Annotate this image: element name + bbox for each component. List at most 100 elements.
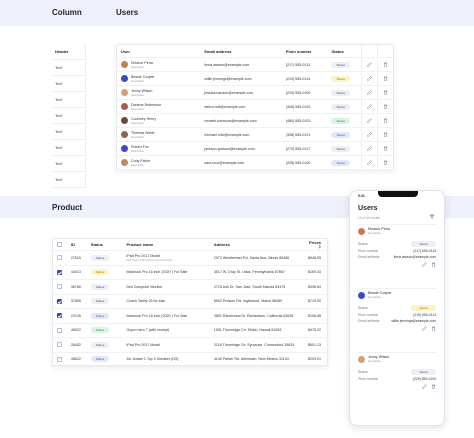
- user-description: Description: [131, 135, 144, 139]
- product-section-title: Product: [52, 203, 83, 212]
- column-header: Header: [52, 44, 85, 60]
- edit-icon[interactable]: [367, 62, 373, 67]
- delete-button[interactable]: [377, 100, 393, 113]
- row-checkbox[interactable]: [57, 356, 62, 362]
- user-name-block: Jenny Wilson Description: [368, 355, 389, 363]
- product-column-label: Prices: [308, 239, 321, 245]
- user-cell: Jenny Wilson Description: [117, 89, 200, 97]
- row-checkbox[interactable]: [57, 327, 62, 333]
- product-name-cell: Macbook Pro 16 inch (2020 ) For Sale: [123, 314, 210, 318]
- address-cell: 1901 Thornridge Cir. Shiloh, Hawaii 8106…: [213, 328, 282, 333]
- delete-icon[interactable]: [383, 146, 388, 151]
- delete-icon[interactable]: [383, 62, 388, 67]
- edit-button[interactable]: [361, 128, 377, 141]
- status-badge: Status: [331, 75, 350, 82]
- mobile-phone-line: Phon number (219) 555-0114: [358, 313, 436, 317]
- email-label: Email address: [358, 255, 380, 259]
- delete-button[interactable]: [377, 114, 393, 127]
- row-checkbox[interactable]: [57, 284, 62, 290]
- mobile-actions: [422, 326, 436, 331]
- column-cell: Text: [52, 140, 85, 156]
- product-name-cell: Dell Computer Monitor: [123, 285, 210, 289]
- price-cell: $601.13: [308, 342, 322, 347]
- edit-icon[interactable]: [422, 262, 427, 267]
- product-name: iPad Pro 2017 Model: [126, 253, 161, 258]
- product-name: Macbook Pro 16 inch (2020 ) For Sale: [126, 270, 188, 275]
- delete-icon[interactable]: [383, 90, 388, 95]
- status-badge: Status: [90, 254, 110, 261]
- edit-icon[interactable]: [367, 132, 373, 137]
- address-cell: 2972 Westheimer Rd. Santa Ana, Illinois …: [213, 255, 290, 260]
- delete-icon[interactable]: [431, 384, 436, 389]
- delete-button[interactable]: [377, 86, 393, 99]
- edit-icon[interactable]: [367, 118, 373, 123]
- avatar: [121, 145, 128, 152]
- row-checkbox[interactable]: [57, 313, 62, 319]
- edit-button[interactable]: [361, 86, 377, 99]
- row-select-cell: [53, 284, 67, 290]
- row-select-cell: [53, 327, 67, 333]
- price-cell: $719.00: [308, 299, 322, 304]
- edit-icon[interactable]: [422, 326, 427, 331]
- delete-button[interactable]: [377, 72, 393, 85]
- delete-button[interactable]: [431, 384, 436, 389]
- edit-button[interactable]: [361, 156, 377, 169]
- edit-button[interactable]: [361, 72, 377, 85]
- edit-button[interactable]: [361, 114, 377, 127]
- user-name-block: Jenny Wilson Description: [131, 89, 152, 97]
- mobile-users-screen: 9:41 Users 12 of 34 results Eleanor Pena…: [349, 190, 445, 426]
- column-cell: Text: [52, 172, 85, 188]
- edit-icon[interactable]: [367, 76, 373, 81]
- delete-icon[interactable]: [383, 104, 388, 109]
- edit-icon[interactable]: [367, 146, 373, 151]
- delete-button[interactable]: [377, 58, 393, 71]
- row-checkbox[interactable]: [57, 255, 62, 261]
- mobile-status-line: Status Status: [358, 369, 436, 375]
- delete-icon[interactable]: [383, 160, 388, 165]
- edit-button[interactable]: [361, 58, 377, 71]
- edit-button[interactable]: [422, 326, 427, 331]
- edit-button[interactable]: [361, 142, 377, 155]
- user-cell: Darlene Robertson Description: [117, 103, 200, 111]
- row-checkbox[interactable]: [57, 298, 62, 304]
- user-name-block: Robert Fox Description: [131, 145, 149, 153]
- id-cell: 26452: [70, 342, 81, 347]
- status-cell: Status: [87, 356, 123, 363]
- delete-icon[interactable]: [431, 262, 436, 267]
- user-name: Courtney Henry: [131, 116, 157, 121]
- user-name-block: Theresa Webb Description: [131, 131, 155, 139]
- status-badge: Status: [331, 159, 350, 166]
- delete-icon[interactable]: [383, 132, 388, 137]
- sort-arrows-icon[interactable]: [318, 245, 322, 249]
- user-name-block: Eleanor Pena Description: [368, 227, 390, 235]
- delete-button[interactable]: [377, 142, 393, 155]
- email-cell: jackson.graham@example.com: [204, 146, 255, 151]
- edit-icon[interactable]: [422, 384, 427, 389]
- row-checkbox[interactable]: [57, 269, 62, 275]
- edit-icon[interactable]: [367, 104, 373, 109]
- edit-button[interactable]: [422, 262, 427, 267]
- delete-button[interactable]: [431, 326, 436, 331]
- select-all-checkbox[interactable]: [57, 242, 62, 247]
- row-select-cell: [53, 255, 67, 261]
- edit-icon[interactable]: [367, 160, 373, 165]
- edit-icon[interactable]: [367, 90, 373, 95]
- phone-cell: (406) 555-0120: [285, 104, 311, 109]
- row-checkbox[interactable]: [57, 342, 62, 348]
- edit-button[interactable]: [361, 100, 377, 113]
- user-description: Description: [368, 360, 381, 363]
- table-row: Theresa Webb Description michael.mitc@exam…: [117, 128, 393, 142]
- delete-icon[interactable]: [383, 76, 388, 81]
- delete-icon[interactable]: [383, 118, 388, 123]
- delete-button[interactable]: [377, 156, 393, 169]
- phone-label: Phon number: [358, 313, 379, 317]
- edit-button[interactable]: [422, 384, 427, 389]
- filter-icon[interactable]: [429, 214, 435, 219]
- row-select-cell: [53, 313, 67, 319]
- delete-icon[interactable]: [431, 326, 436, 331]
- delete-button[interactable]: [377, 128, 393, 141]
- delete-button[interactable]: [431, 262, 436, 267]
- user-cell: Theresa Webb Description: [117, 131, 200, 139]
- status-cell: Status: [327, 89, 361, 96]
- user-name-block: Courtney Henry Description: [131, 117, 156, 125]
